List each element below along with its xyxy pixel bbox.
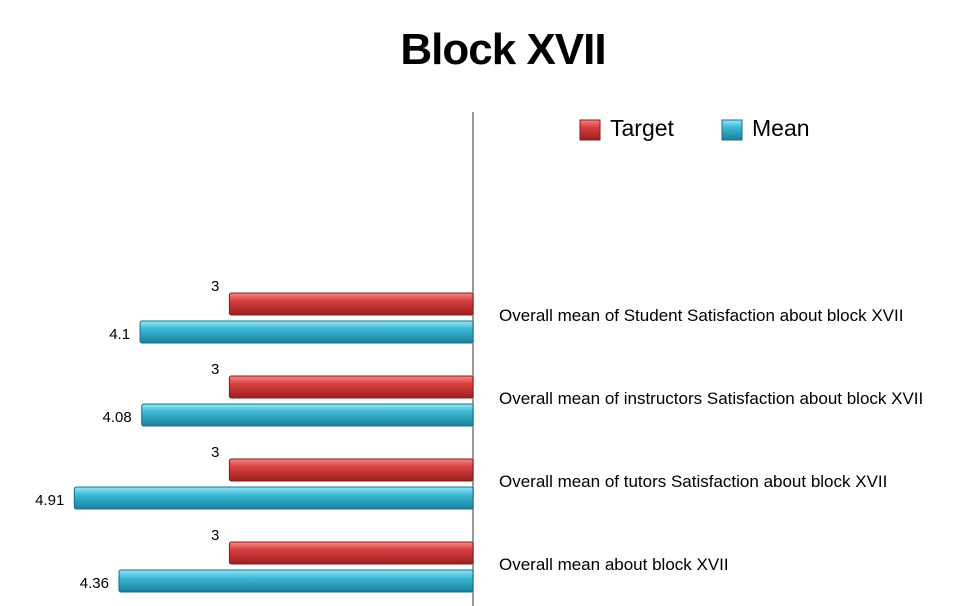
value-label-mean-2: 4.91 [35, 492, 64, 509]
category-label-1: Overall mean of instructors Satisfaction… [499, 389, 923, 408]
bars-group [73, 292, 474, 593]
legend-label-mean: Mean [752, 115, 810, 141]
category-label-0: Overall mean of Student Satisfaction abo… [499, 306, 903, 325]
bar-target-3 [228, 541, 474, 565]
legend-swatch-mean [721, 119, 743, 141]
bar-target-2 [228, 458, 474, 482]
category-label-3: Overall mean about block XVII [499, 555, 729, 574]
legend-label-target: Target [610, 115, 675, 141]
labels-group: 3 4.1 Overall mean of Student Satisfaction… [35, 278, 923, 592]
bar-mean-3 [118, 569, 474, 593]
legend-swatch-target [579, 119, 601, 141]
value-label-target-2: 3 [211, 444, 219, 461]
value-label-target-0: 3 [211, 278, 219, 295]
bar-target-0 [228, 292, 474, 316]
bar-mean-2 [73, 486, 474, 510]
value-label-mean-3: 4.36 [80, 575, 109, 592]
value-label-mean-0: 4.1 [109, 326, 130, 343]
value-label-target-3: 3 [211, 527, 219, 544]
legend: Target Mean [579, 115, 810, 141]
value-label-target-1: 3 [211, 361, 219, 378]
category-label-2: Overall mean of tutors Satisfaction abou… [499, 472, 887, 491]
bar-mean-0 [139, 320, 474, 344]
bar-mean-1 [141, 403, 474, 427]
value-label-mean-1: 4.08 [103, 409, 132, 426]
chart-title: Block XVII [400, 25, 605, 74]
bar-target-1 [228, 375, 474, 399]
